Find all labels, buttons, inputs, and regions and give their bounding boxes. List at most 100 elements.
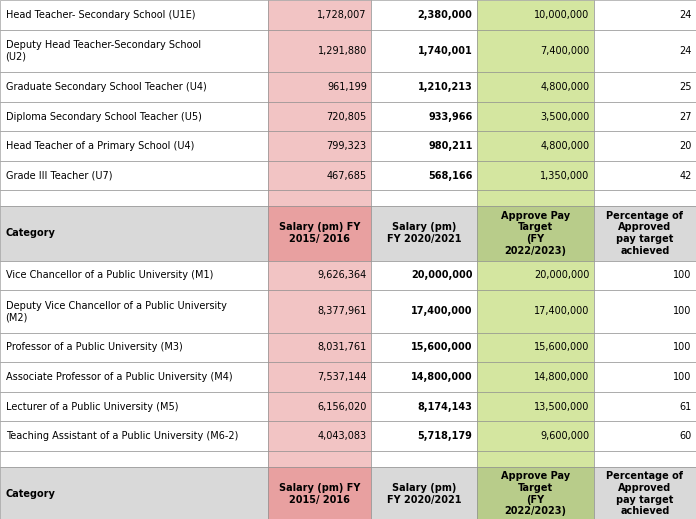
Text: Lecturer of a Public University (M5): Lecturer of a Public University (M5) <box>6 402 178 412</box>
Text: Salary (pm) FY
2015/ 2016: Salary (pm) FY 2015/ 2016 <box>279 223 360 244</box>
Text: 14,800,000: 14,800,000 <box>411 372 473 382</box>
Bar <box>268 333 371 362</box>
Bar <box>594 290 696 333</box>
Bar <box>594 206 696 261</box>
Bar <box>371 261 477 290</box>
Text: 15,600,000: 15,600,000 <box>534 343 590 352</box>
Bar <box>477 333 594 362</box>
Text: Salary (pm)
FY 2020/2021: Salary (pm) FY 2020/2021 <box>386 223 461 244</box>
Bar <box>268 206 371 261</box>
Text: 933,966: 933,966 <box>428 112 473 121</box>
Text: 8,377,961: 8,377,961 <box>317 306 367 317</box>
Text: 6,156,020: 6,156,020 <box>317 402 367 412</box>
Text: 1,728,007: 1,728,007 <box>317 10 367 20</box>
Bar <box>477 206 594 261</box>
Text: Percentage of
Approved
pay target
achieved: Percentage of Approved pay target achiev… <box>606 471 683 516</box>
Text: 799,323: 799,323 <box>326 141 367 151</box>
Text: 17,400,000: 17,400,000 <box>534 306 590 317</box>
Bar <box>594 161 696 190</box>
Bar <box>594 467 696 519</box>
Text: Approve Pay
Target
(FY
2022/2023): Approve Pay Target (FY 2022/2023) <box>500 471 570 516</box>
Bar <box>268 190 371 206</box>
Text: Category: Category <box>6 489 56 499</box>
Text: Graduate Secondary School Teacher (U4): Graduate Secondary School Teacher (U4) <box>6 82 206 92</box>
Text: 25: 25 <box>679 82 692 92</box>
Bar <box>0 30 268 72</box>
Bar <box>0 161 268 190</box>
Bar <box>371 131 477 161</box>
Text: 4,800,000: 4,800,000 <box>540 82 590 92</box>
Bar <box>477 467 594 519</box>
Bar <box>477 0 594 30</box>
Bar <box>477 30 594 72</box>
Bar <box>594 362 696 392</box>
Bar <box>0 290 268 333</box>
Bar <box>268 451 371 467</box>
Text: 9,600,000: 9,600,000 <box>540 431 590 441</box>
Bar <box>268 421 371 451</box>
Text: 61: 61 <box>679 402 692 412</box>
Bar <box>477 421 594 451</box>
Bar <box>477 261 594 290</box>
Bar <box>371 451 477 467</box>
Bar <box>594 421 696 451</box>
Bar <box>0 131 268 161</box>
Text: 100: 100 <box>674 343 692 352</box>
Text: 3,500,000: 3,500,000 <box>540 112 590 121</box>
Bar <box>0 0 268 30</box>
Bar <box>594 0 696 30</box>
Text: Salary (pm) FY
2015/ 2016: Salary (pm) FY 2015/ 2016 <box>279 483 360 504</box>
Bar <box>0 362 268 392</box>
Bar <box>594 102 696 131</box>
Bar <box>268 161 371 190</box>
Text: 961,199: 961,199 <box>327 82 367 92</box>
Bar <box>594 190 696 206</box>
Text: Diploma Secondary School Teacher (U5): Diploma Secondary School Teacher (U5) <box>6 112 201 121</box>
Text: 7,537,144: 7,537,144 <box>317 372 367 382</box>
Text: 1,350,000: 1,350,000 <box>540 171 590 181</box>
Text: Percentage of
Approved
pay target
achieved: Percentage of Approved pay target achiev… <box>606 211 683 256</box>
Bar <box>594 131 696 161</box>
Text: 568,166: 568,166 <box>428 171 473 181</box>
Bar <box>371 30 477 72</box>
Text: Teaching Assistant of a Public University (M6-2): Teaching Assistant of a Public Universit… <box>6 431 238 441</box>
Text: 8,031,761: 8,031,761 <box>317 343 367 352</box>
Text: 5,718,179: 5,718,179 <box>418 431 473 441</box>
Bar <box>371 161 477 190</box>
Text: 1,210,213: 1,210,213 <box>418 82 473 92</box>
Text: Associate Professor of a Public University (M4): Associate Professor of a Public Universi… <box>6 372 232 382</box>
Bar <box>371 362 477 392</box>
Bar <box>371 190 477 206</box>
Bar <box>268 30 371 72</box>
Bar <box>268 392 371 421</box>
Text: 27: 27 <box>679 112 692 121</box>
Bar <box>477 290 594 333</box>
Text: 7,400,000: 7,400,000 <box>540 46 590 56</box>
Bar <box>0 190 268 206</box>
Text: 4,800,000: 4,800,000 <box>540 141 590 151</box>
Text: 10,000,000: 10,000,000 <box>535 10 590 20</box>
Bar <box>371 467 477 519</box>
Bar <box>371 0 477 30</box>
Text: 20,000,000: 20,000,000 <box>411 270 473 280</box>
Text: 467,685: 467,685 <box>326 171 367 181</box>
Text: 8,174,143: 8,174,143 <box>418 402 473 412</box>
Bar <box>477 451 594 467</box>
Text: 42: 42 <box>679 171 692 181</box>
Text: Deputy Vice Chancellor of a Public University
(M2): Deputy Vice Chancellor of a Public Unive… <box>6 301 226 322</box>
Bar <box>0 261 268 290</box>
Text: Category: Category <box>6 228 56 238</box>
Bar <box>0 421 268 451</box>
Text: 2,380,000: 2,380,000 <box>418 10 473 20</box>
Text: 720,805: 720,805 <box>326 112 367 121</box>
Bar <box>594 451 696 467</box>
Bar <box>371 102 477 131</box>
Bar <box>268 362 371 392</box>
Text: 17,400,000: 17,400,000 <box>411 306 473 317</box>
Text: 1,740,001: 1,740,001 <box>418 46 473 56</box>
Text: 1,291,880: 1,291,880 <box>317 46 367 56</box>
Bar <box>477 72 594 102</box>
Text: 60: 60 <box>679 431 692 441</box>
Text: 100: 100 <box>674 372 692 382</box>
Text: 20: 20 <box>679 141 692 151</box>
